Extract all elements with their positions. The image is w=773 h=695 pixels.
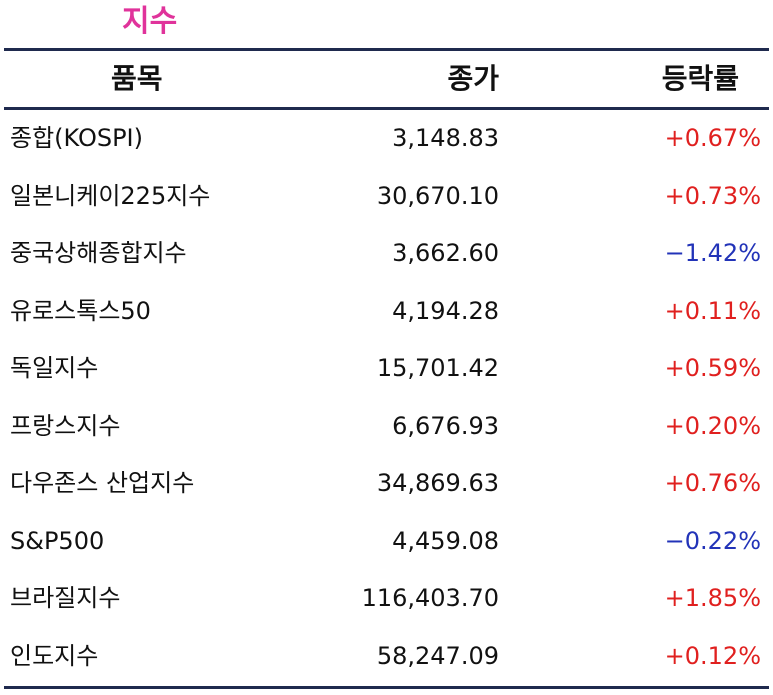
index-name: 인도지수 <box>10 641 99 670</box>
index-name: 유로스톡스50 <box>10 296 151 325</box>
table-row: S&P500 4,459.08 −0.22% <box>4 513 769 571</box>
change-rate: +1.85% <box>664 584 761 612</box>
table-row: 종합(KOSPI) 3,148.83 +0.67% <box>4 110 769 168</box>
table-row: 브라질지수 116,403.70 +1.85% <box>4 570 769 628</box>
change-rate: −0.22% <box>664 526 761 555</box>
column-header-close: 종가 <box>447 62 499 95</box>
change-rate: +0.76% <box>664 469 761 497</box>
closing-price: 15,701.42 <box>376 354 499 382</box>
closing-price: 3,148.83 <box>392 124 499 152</box>
change-rate: +0.20% <box>664 411 761 440</box>
index-name: 중국상해종합지수 <box>10 239 187 267</box>
closing-price: 3,662.60 <box>392 239 499 267</box>
table-row: 유로스톡스50 4,194.28 +0.11% <box>4 283 769 341</box>
table-body: 종합(KOSPI) 3,148.83 +0.67% 일본니케이225지수 30,… <box>4 110 769 685</box>
table-row: 독일지수 15,701.42 +0.59% <box>4 340 769 398</box>
table-row: 다우존스 산업지수 34,869.63 +0.76% <box>4 455 769 513</box>
index-name: S&P500 <box>10 526 105 555</box>
index-name: 프랑스지수 <box>10 411 121 440</box>
table-header: 품목 종가 등락률 <box>4 51 769 107</box>
table-title: 지수 <box>122 4 178 39</box>
header-rule <box>4 107 769 110</box>
bottom-rule <box>4 686 769 689</box>
index-name: 독일지수 <box>10 354 99 382</box>
index-name: 종합(KOSPI) <box>10 124 143 152</box>
table-row: 일본니케이225지수 30,670.10 +0.73% <box>4 168 769 226</box>
index-name: 브라질지수 <box>10 584 121 612</box>
column-header-name: 품목 <box>111 62 163 95</box>
change-rate: +0.67% <box>664 124 761 152</box>
change-rate: +0.59% <box>664 354 761 382</box>
top-rule <box>4 48 769 51</box>
closing-price: 34,869.63 <box>376 469 499 497</box>
index-name: 일본니케이225지수 <box>10 181 211 210</box>
column-header-change: 등락률 <box>661 62 739 95</box>
closing-price: 30,670.10 <box>376 181 499 210</box>
change-rate: +0.73% <box>664 181 761 210</box>
closing-price: 6,676.93 <box>392 411 499 440</box>
closing-price: 116,403.70 <box>361 584 499 612</box>
change-rate: +0.12% <box>664 641 761 670</box>
table-row: 프랑스지수 6,676.93 +0.20% <box>4 398 769 456</box>
change-rate: −1.42% <box>664 239 761 267</box>
closing-price: 4,194.28 <box>392 296 499 325</box>
index-name: 다우존스 산업지수 <box>10 469 195 497</box>
closing-price: 4,459.08 <box>392 526 499 555</box>
table-row: 중국상해종합지수 3,662.60 −1.42% <box>4 225 769 283</box>
change-rate: +0.11% <box>664 296 761 325</box>
closing-price: 58,247.09 <box>376 641 499 670</box>
table-row: 인도지수 58,247.09 +0.12% <box>4 628 769 686</box>
